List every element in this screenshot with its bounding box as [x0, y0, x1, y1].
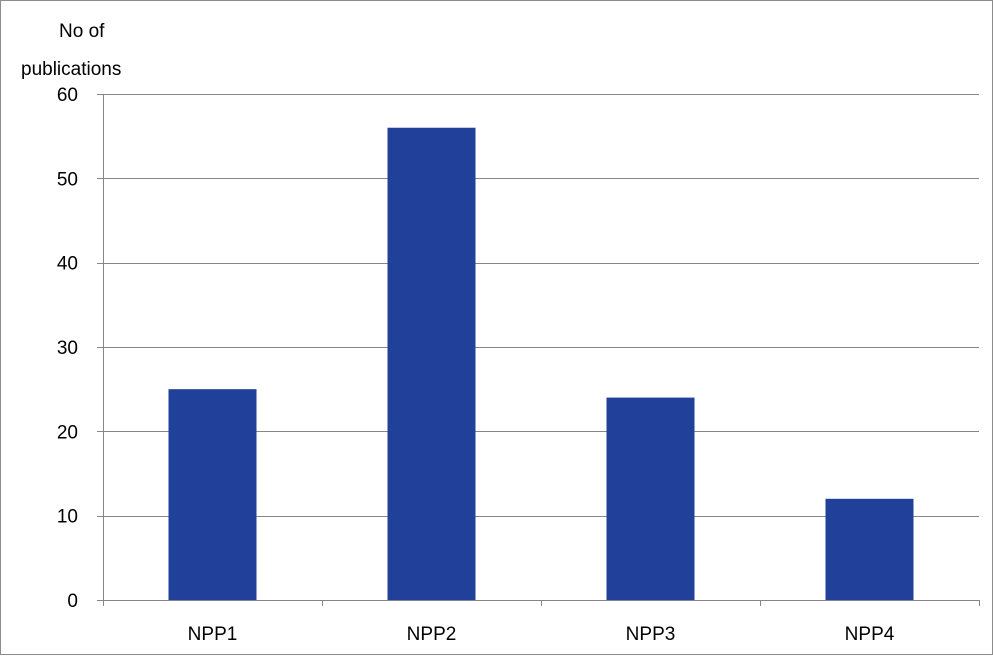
x-tick-label: NPP3 — [626, 624, 676, 645]
bars — [168, 127, 914, 600]
x-tick-label: NPP4 — [845, 624, 895, 645]
y-tick-label: 40 — [57, 254, 78, 275]
x-tick-label: NPP1 — [188, 624, 238, 645]
y-axis-label-line-1: No of — [59, 21, 105, 42]
y-tick-label: 50 — [57, 169, 78, 190]
y-tick-label: 30 — [57, 338, 78, 359]
bar-npp4 — [825, 498, 914, 600]
y-tick-label: 0 — [67, 591, 78, 612]
x-tick-labels: NPP1 NPP2 NPP3 NPP4 — [188, 624, 895, 645]
x-tick-label: NPP2 — [407, 624, 457, 645]
y-tick-label: 10 — [57, 507, 78, 528]
y-tick-label: 20 — [57, 422, 78, 443]
y-tick-labels: 0 10 20 30 40 50 60 — [57, 85, 78, 612]
y-tick-label: 60 — [57, 85, 78, 106]
bar-npp2 — [387, 127, 476, 600]
y-axis-label-line-2: publications — [21, 59, 122, 80]
bar-npp1 — [168, 389, 257, 600]
bar-npp3 — [606, 397, 695, 600]
axes — [97, 94, 980, 606]
